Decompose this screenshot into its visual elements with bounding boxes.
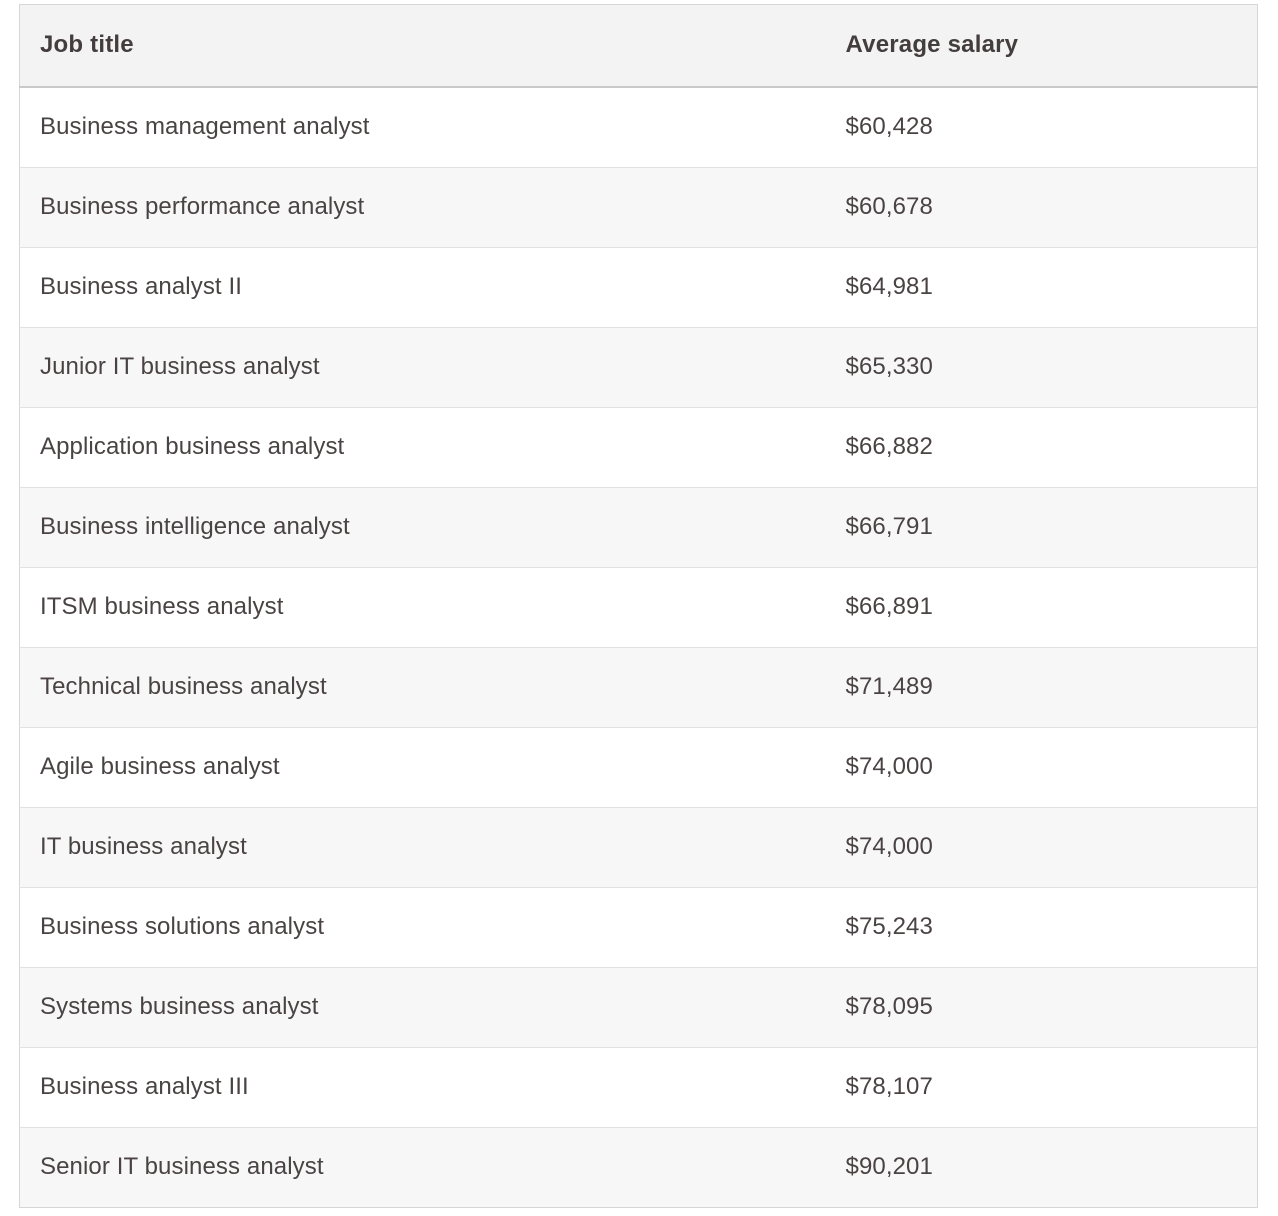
table-row: Senior IT business analyst $90,201 bbox=[19, 1127, 1258, 1208]
job-title-cell: Senior IT business analyst bbox=[19, 1127, 826, 1208]
table-row: Business analyst II $64,981 bbox=[19, 247, 1258, 328]
table-row: ITSM business analyst $66,891 bbox=[19, 567, 1258, 648]
average-salary-cell: $60,678 bbox=[825, 167, 1258, 248]
table-row: IT business analyst $74,000 bbox=[19, 807, 1258, 888]
job-title-cell: Business management analyst bbox=[40, 113, 370, 140]
average-salary-cell: $90,201 bbox=[825, 1127, 1258, 1208]
header-row: Job title Average salary bbox=[19, 4, 1258, 88]
header-average-salary: Average salary bbox=[825, 4, 1258, 88]
table-row: Business intelligence analyst $66,791 bbox=[19, 487, 1258, 568]
job-title-cell: Business solutions analyst bbox=[19, 887, 826, 968]
average-salary-cell: $66,791 bbox=[825, 487, 1258, 568]
job-title-cell: Systems business analyst bbox=[19, 967, 826, 1048]
table-row: Junior IT business analyst $65,330 bbox=[19, 327, 1258, 408]
job-title-cell: Agile business analyst bbox=[19, 727, 826, 808]
average-salary-cell: $78,095 bbox=[825, 967, 1258, 1048]
job-title-cell: Business performance analyst bbox=[19, 167, 826, 248]
job-title-cell: Business intelligence analyst bbox=[19, 487, 826, 568]
job-title-cell: Business analyst III bbox=[19, 1047, 826, 1128]
table-header: Job title Average salary bbox=[19, 4, 1258, 88]
job-title-cell: Junior IT business analyst bbox=[19, 327, 826, 408]
average-salary-cell: $65,330 bbox=[825, 327, 1258, 408]
table-row: Business performance analyst $60,678 bbox=[19, 167, 1258, 248]
table-row: Agile business analyst $74,000 bbox=[19, 727, 1258, 808]
job-title-cell: ITSM business analyst bbox=[19, 567, 826, 648]
table-row: Application business analyst $66,882 bbox=[19, 407, 1258, 488]
job-title-cell: IT business analyst bbox=[19, 807, 826, 888]
average-salary-cell: $74,000 bbox=[825, 727, 1258, 808]
average-salary-cell: $75,243 bbox=[825, 887, 1258, 968]
average-salary-cell: $78,107 bbox=[825, 1047, 1258, 1128]
average-salary-cell: $66,882 bbox=[825, 407, 1258, 488]
salary-table: Job title Average salary Business manage… bbox=[19, 4, 1258, 1208]
average-salary-cell: $66,891 bbox=[825, 567, 1258, 648]
table-row: Systems business analyst $78,095 bbox=[19, 967, 1258, 1048]
average-salary-cell: $64,981 bbox=[825, 247, 1258, 328]
average-salary-cell: $71,489 bbox=[825, 647, 1258, 728]
table-row: Business analyst III $78,107 bbox=[19, 1047, 1258, 1128]
table-row: Technical business analyst $71,489 bbox=[19, 647, 1258, 728]
table-row: Business management analyst $60,428 bbox=[19, 87, 1258, 168]
header-job-title: Job title bbox=[19, 4, 826, 88]
average-salary-cell: $60,428 bbox=[845, 113, 933, 140]
table-row: Business solutions analyst $75,243 bbox=[19, 887, 1258, 968]
job-title-cell: Application business analyst bbox=[19, 407, 826, 488]
average-salary-cell: $74,000 bbox=[825, 807, 1258, 888]
job-title-cell: Technical business analyst bbox=[19, 647, 826, 728]
table-body: Business management analyst $60,428 Busi… bbox=[19, 87, 1258, 1208]
job-title-cell: Business analyst II bbox=[19, 247, 826, 328]
